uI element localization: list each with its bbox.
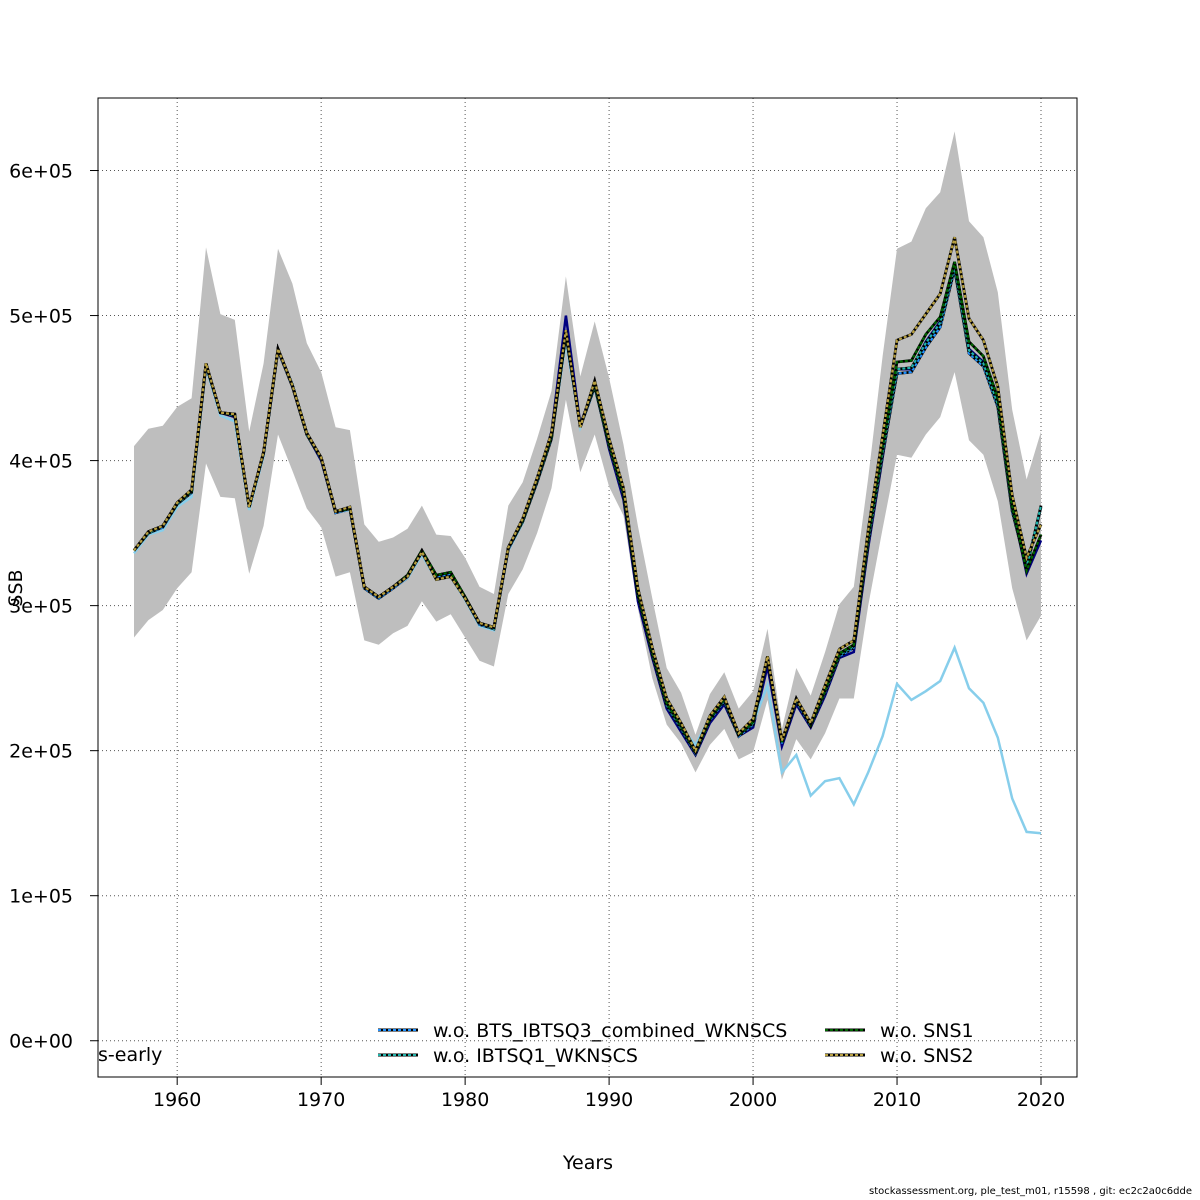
y-tick-label: 5e+05: [9, 306, 73, 328]
legend: w.o. BTS_IBTSQ3_combined_WKNSCS w.o. IBTS…: [378, 1020, 974, 1067]
x-tick-label: 2000: [729, 1089, 777, 1111]
y-tick-label: 2e+05: [9, 741, 73, 763]
y-tick-label: 3e+05: [9, 596, 73, 618]
series-line-5-outline: [132, 236, 1043, 755]
x-tick-label: 2020: [1017, 1089, 1065, 1111]
x-tick-label: 1960: [153, 1089, 201, 1111]
legend-label: w.o. SNS1: [880, 1020, 974, 1042]
corner-label: s-early: [98, 1044, 162, 1066]
legend-label: w.o. BTS_IBTSQ3_combined_WKNSCS: [433, 1020, 787, 1042]
y-axis-title: SSB: [5, 569, 27, 606]
x-tick-label: 1990: [585, 1089, 633, 1111]
x-tick-label: 2010: [873, 1089, 921, 1111]
ci-band: [134, 131, 1041, 780]
series-lines: [132, 236, 1043, 835]
confidence-band: [134, 131, 1041, 780]
x-tick-label: 1970: [297, 1089, 345, 1111]
x-axis: 1960 1970 1980 1990 2000 2010 2020: [153, 1077, 1065, 1111]
y-tick-label: 0e+00: [9, 1031, 73, 1053]
footer-credit: stockassessment.org, ple_test_m01, r1559…: [868, 1186, 1192, 1197]
x-axis-title: Years: [562, 1152, 613, 1174]
y-tick-label: 1e+05: [9, 886, 73, 908]
x-tick-label: 1980: [441, 1089, 489, 1111]
y-tick-label: 6e+05: [9, 161, 73, 183]
legend-label: w.o. IBTSQ1_WKNSCS: [433, 1045, 638, 1067]
y-tick-label: 4e+05: [9, 451, 73, 473]
y-axis: 0e+00 1e+05 2e+05 3e+05 4e+05 5e+05 6e+05: [9, 161, 98, 1053]
legend-label: w.o. SNS2: [880, 1045, 974, 1067]
plot-frame: [97, 97, 1078, 1078]
